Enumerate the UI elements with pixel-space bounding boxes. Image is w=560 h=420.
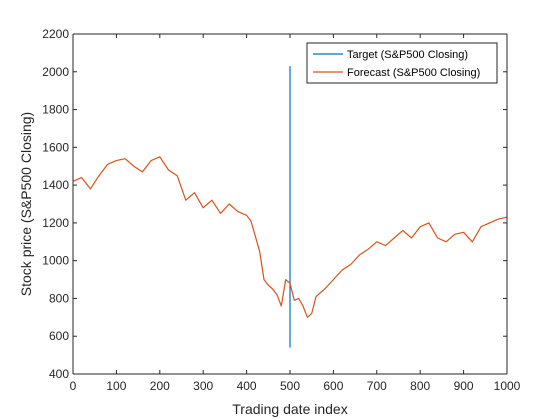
legend: Target (S&P500 Closing) Forecast (S&P500 … [306,42,498,84]
x-tick-label: 900 [454,379,474,393]
x-tick-label: 100 [106,379,126,393]
y-tick-label: 1400 [42,178,69,192]
x-tick-label: 400 [237,379,257,393]
y-tick-label: 1000 [42,254,69,268]
y-tick-label: 600 [49,329,69,343]
x-tick-label: 0 [70,379,77,393]
x-tick-label: 700 [367,379,387,393]
y-tick-label: 2000 [42,65,69,79]
x-tick-label: 1000 [494,379,521,393]
y-tick-label: 1600 [42,140,69,154]
legend-box [306,42,498,84]
x-tick-label: 600 [323,379,343,393]
y-axis-title: Stock price (S&P500 Closing) [18,112,34,296]
y-tick-label: 400 [49,367,69,381]
series-line-2 [72,156,508,318]
legend-label: Target (S&P500 Closing) [347,49,468,61]
legend-label: Forecast (S&P500 Closing) [347,67,480,79]
x-tick-label: 800 [410,379,430,393]
y-tick-label: 1200 [42,216,69,230]
y-tick-label: 2200 [42,27,69,41]
y-tick-label: 800 [49,291,69,305]
y-tick-label: 1800 [42,103,69,117]
x-tick-label: 200 [150,379,170,393]
x-tick-label: 300 [193,379,213,393]
x-tick-label: 500 [280,379,300,393]
x-axis-title: Trading date index [232,401,347,417]
